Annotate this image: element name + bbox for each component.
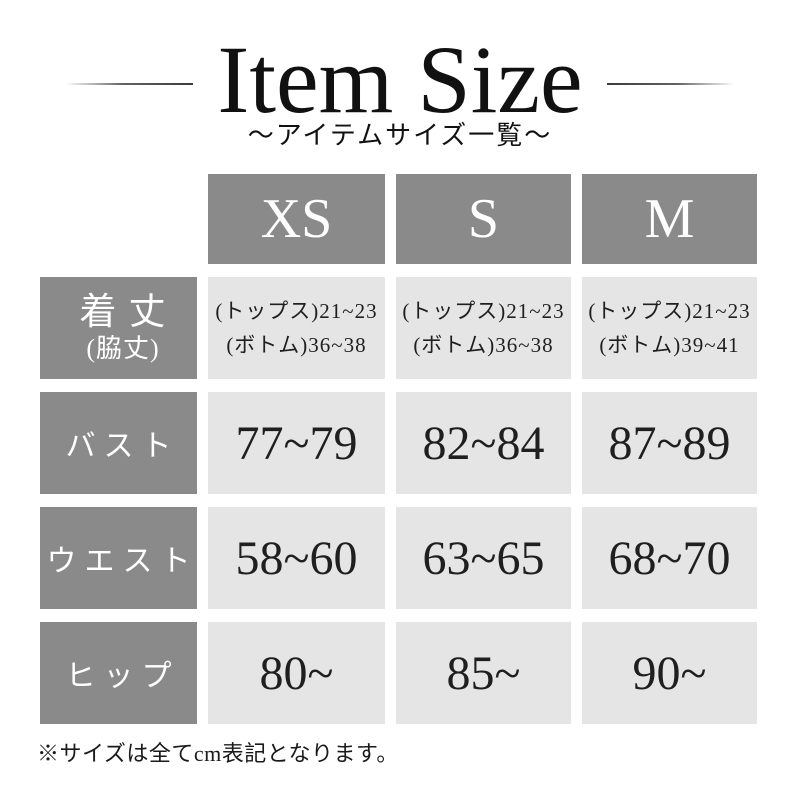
table-corner-spacer xyxy=(40,174,197,264)
cell-hip-m: 90~ xyxy=(582,622,757,724)
cell-hip-s: 85~ xyxy=(396,622,571,724)
page-title: Item Size xyxy=(217,26,583,133)
row-header-length: 着丈 (脇丈) xyxy=(40,277,197,379)
cell-bust-s: 82~84 xyxy=(396,392,571,494)
cell-bust-xs: 77~79 xyxy=(208,392,385,494)
column-header-m: M xyxy=(582,174,757,264)
title-decoration-line-left xyxy=(65,83,194,85)
cell-length-s-tops: (トップス)21~23 xyxy=(402,299,565,323)
cell-waist-m: 68~70 xyxy=(582,507,757,609)
column-header-xs: XS xyxy=(208,174,385,264)
cell-length-s: (トップス)21~23 (ボトム)36~38 xyxy=(396,277,571,379)
cell-waist-xs: 58~60 xyxy=(208,507,385,609)
row-header-length-label: 着丈 xyxy=(79,292,178,334)
page-subtitle: 〜アイテムサイズ一覧〜 xyxy=(247,121,553,150)
cell-length-m-bottoms: (ボトム)39~41 xyxy=(599,333,740,357)
row-header-length-sublabel: (脇丈) xyxy=(86,333,160,363)
cell-length-s-bottoms: (ボトム)36~38 xyxy=(413,333,554,357)
cell-waist-s: 63~65 xyxy=(396,507,571,609)
cell-hip-xs: 80~ xyxy=(208,622,385,724)
row-header-bust: バスト xyxy=(40,392,197,494)
column-header-s: S xyxy=(396,174,571,264)
cell-length-xs-bottoms: (ボトム)36~38 xyxy=(226,333,367,357)
cell-length-m: (トップス)21~23 (ボトム)39~41 xyxy=(582,277,757,379)
cell-length-m-tops: (トップス)21~23 xyxy=(588,299,751,323)
row-header-hip: ヒップ xyxy=(40,622,197,724)
footnote: ※サイズは全てcm表記となります。 xyxy=(37,741,399,766)
cell-length-xs-tops: (トップス)21~23 xyxy=(215,299,378,323)
size-table: XS S M 着丈 (脇丈) (トップス)21~23 (ボトム)36~38 (ト… xyxy=(40,174,757,724)
cell-bust-m: 87~89 xyxy=(582,392,757,494)
cell-length-xs: (トップス)21~23 (ボトム)36~38 xyxy=(208,277,385,379)
row-header-waist: ウエスト xyxy=(40,507,197,609)
title-row: Item Size xyxy=(0,30,800,130)
title-decoration-line-right xyxy=(606,83,735,85)
